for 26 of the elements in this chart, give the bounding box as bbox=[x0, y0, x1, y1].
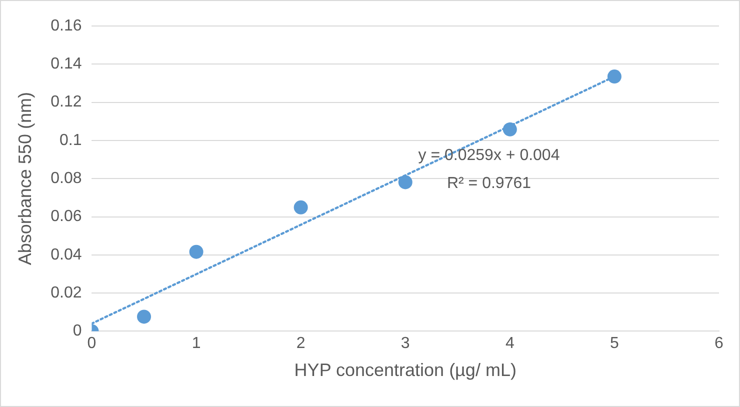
point bbox=[607, 70, 622, 84]
y-tick-label: 0.14 bbox=[50, 56, 82, 73]
y-tick-label: 0 bbox=[72, 322, 82, 340]
point bbox=[137, 310, 152, 324]
x-axis-title: HYP concentration (µg/ mL) bbox=[294, 360, 516, 380]
annotation: y = 0.0259x + 0.004 bbox=[418, 147, 560, 164]
y-tick-label: 0.16 bbox=[50, 17, 82, 34]
x-tick-label: 6 bbox=[714, 335, 724, 352]
y-axis-title: Absorbance 550 (nm) bbox=[14, 92, 35, 266]
y-tick-label: 0.06 bbox=[50, 208, 82, 226]
x-tick-label: 4 bbox=[505, 335, 514, 352]
y-tick-label: 0.02 bbox=[50, 284, 82, 302]
point bbox=[294, 200, 308, 214]
point bbox=[398, 175, 412, 190]
x-tick-label: 1 bbox=[192, 335, 201, 352]
x-tick-label: 5 bbox=[610, 335, 620, 352]
y-tick-label: 0.12 bbox=[50, 94, 82, 111]
y-tick-label: 0.08 bbox=[50, 170, 82, 188]
point bbox=[189, 244, 204, 259]
annotation: R² = 0.9761 bbox=[446, 175, 532, 192]
y-tick-label: 0.1 bbox=[59, 132, 82, 149]
point bbox=[502, 122, 517, 136]
y-tick-label: 0.04 bbox=[50, 246, 82, 264]
x-tick-label: 2 bbox=[296, 335, 306, 352]
x-tick-label: 0 bbox=[87, 335, 96, 352]
x-tick-label: 3 bbox=[400, 335, 410, 352]
